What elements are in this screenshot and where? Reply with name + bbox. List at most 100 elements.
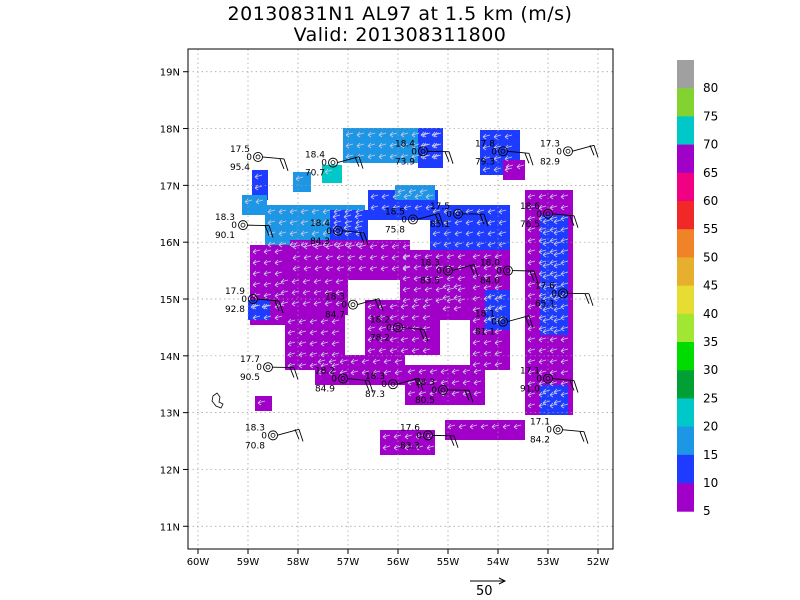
wind-arrow	[324, 300, 333, 307]
island-outline	[211, 392, 224, 409]
wind-arrow	[336, 254, 345, 261]
wind-arrow	[255, 198, 264, 205]
wind-arrow	[494, 273, 503, 280]
wind-arrow	[447, 423, 456, 430]
wind-arrow	[422, 303, 431, 310]
wind-arrow	[435, 286, 444, 293]
wind-arrow	[328, 358, 337, 365]
wind-arrow	[527, 281, 536, 288]
station-zero-label: 0	[241, 295, 247, 305]
wind-arrow	[425, 193, 434, 200]
wind-arrow	[378, 303, 387, 310]
wind-arrow	[472, 284, 481, 291]
station-speed-label: 17.9	[225, 287, 245, 297]
wind-arrow	[252, 259, 261, 266]
wind-arrow	[538, 248, 547, 255]
colorbar-label: 35	[703, 335, 718, 349]
chart-subtitle: Valid: 201308311800	[293, 24, 507, 46]
wind-arrow	[482, 155, 491, 162]
wind-arrow	[407, 368, 416, 375]
station-zero-label: 0	[331, 375, 337, 385]
wind-arrow	[553, 306, 562, 313]
wind-arrow	[453, 305, 462, 312]
wind-arrow	[549, 248, 558, 255]
wind-arrow	[549, 369, 558, 376]
wind-arrow	[302, 278, 311, 285]
colorbar-label: 40	[703, 307, 718, 321]
chart-title: 20130831N1 AL97 at 1.5 km (m/s)	[227, 3, 573, 25]
wind-arrow	[289, 208, 298, 215]
wind-arrow	[498, 208, 507, 215]
wind-arrow	[553, 317, 562, 324]
station-zero-label: 0	[231, 221, 237, 231]
wind-arrow	[383, 369, 392, 376]
wind-arrow	[344, 208, 353, 215]
y-tick-label: 16N	[160, 238, 180, 249]
wind-arrow	[378, 142, 387, 149]
wind-arrow	[358, 243, 367, 250]
wind-arrow	[361, 358, 370, 365]
wind-arrow	[345, 131, 354, 138]
wind-arrow	[454, 230, 463, 237]
station-speed-label: 18.3	[420, 259, 440, 269]
wind-arrow	[442, 283, 451, 290]
wind-arrow	[462, 379, 471, 386]
wind-arrow	[309, 340, 318, 347]
wind-arrow	[263, 259, 272, 266]
wind-arrow	[325, 243, 334, 250]
colorbar-segment	[677, 172, 694, 202]
station-pressure-label: 75.8	[385, 225, 405, 235]
wind-arrow	[418, 390, 427, 397]
wind-arrow	[473, 390, 482, 397]
station-speed-label: 17.5	[430, 202, 450, 212]
wind-arrow	[480, 423, 489, 430]
station-zero-label: 0	[556, 147, 562, 157]
colorbar-label: 50	[703, 250, 718, 264]
wind-arrow	[400, 153, 409, 160]
colorbar-label: 20	[703, 420, 718, 434]
wind-arrow	[292, 254, 301, 261]
wind-arrow	[295, 175, 304, 182]
wind-arrow	[549, 303, 558, 310]
wind-arrow	[393, 433, 402, 440]
wind-arrow	[332, 213, 341, 220]
wind-arrow	[424, 297, 433, 304]
wind-arrow	[469, 423, 478, 430]
station-zero-label: 0	[536, 375, 542, 385]
wind-arrow	[300, 208, 309, 215]
station-speed-label: 18.0	[480, 259, 500, 269]
wind-arrow	[257, 399, 266, 406]
station-speed-label: 17.1	[530, 418, 550, 428]
station-zero-label: 0	[256, 363, 262, 373]
wind-arrow	[457, 275, 466, 282]
station-zero-label: 0	[536, 210, 542, 220]
wind-arrow	[431, 153, 440, 160]
wind-arrow	[482, 133, 491, 140]
wind-arrow	[317, 358, 326, 365]
wind-arrow	[538, 336, 547, 343]
wind-arrow	[354, 224, 363, 231]
wind-arrow	[560, 215, 569, 222]
wind-arrow	[457, 253, 466, 260]
wind-arrow	[443, 241, 452, 248]
wind-arrow	[553, 218, 562, 225]
wind-arrow	[465, 219, 474, 226]
wind-arrow	[472, 295, 481, 302]
wind-arrow	[325, 265, 334, 272]
wind-arrow	[549, 314, 558, 321]
colorbar-label: 65	[703, 166, 718, 180]
wind-arrow	[560, 303, 569, 310]
wind-arrow	[300, 241, 309, 248]
wind-arrow	[303, 243, 312, 250]
station-zero-label: 0	[381, 380, 387, 390]
wind-arrow	[560, 270, 569, 277]
station-speed-label: 17.1	[520, 367, 540, 377]
wind-arrow	[391, 243, 400, 250]
wind-arrow	[367, 336, 376, 343]
